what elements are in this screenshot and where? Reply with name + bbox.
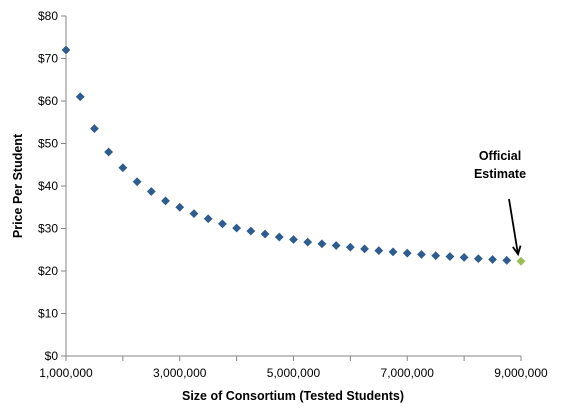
y-tick-label: $30 bbox=[38, 222, 58, 236]
data-point bbox=[274, 232, 285, 242]
data-point bbox=[445, 251, 455, 262]
data-points bbox=[61, 45, 526, 267]
y-tick-label: $10 bbox=[38, 307, 58, 321]
data-point bbox=[61, 45, 71, 55]
data-point bbox=[388, 246, 398, 257]
data-point bbox=[288, 234, 299, 245]
y-axis: $0 $10 $20 $30 $40 $50 $60 $70 $80 bbox=[38, 9, 67, 363]
official-estimate-annotation: Official Estimate bbox=[474, 149, 526, 257]
data-point bbox=[89, 123, 100, 134]
data-point bbox=[203, 213, 214, 224]
data-point bbox=[317, 238, 327, 249]
data-point bbox=[160, 195, 171, 206]
y-tick-label: $20 bbox=[38, 264, 58, 278]
y-tick-label: $80 bbox=[38, 9, 58, 23]
x-tick-label: 5,000,000 bbox=[267, 366, 321, 380]
y-tick-label: $60 bbox=[38, 94, 58, 108]
data-point bbox=[487, 254, 498, 265]
x-tick-label: 3,000,000 bbox=[153, 366, 207, 380]
data-point bbox=[189, 208, 199, 219]
data-point bbox=[416, 249, 427, 260]
y-tick-label: $40 bbox=[38, 179, 58, 193]
data-point bbox=[473, 253, 484, 264]
data-point bbox=[302, 237, 313, 247]
x-axis: 1,000,000 3,000,000 5,000,000 7,000,000 9,00… bbox=[39, 355, 548, 380]
data-point bbox=[174, 202, 185, 213]
data-point bbox=[217, 218, 228, 229]
y-tick-label: $50 bbox=[38, 137, 58, 151]
data-point bbox=[402, 248, 413, 259]
data-point bbox=[245, 226, 256, 236]
data-point bbox=[430, 250, 441, 261]
data-point bbox=[146, 186, 157, 197]
data-point bbox=[132, 176, 142, 187]
data-point bbox=[345, 242, 356, 253]
data-point bbox=[75, 91, 86, 102]
data-point bbox=[117, 162, 128, 173]
y-tick-label: $0 bbox=[45, 349, 59, 363]
data-point bbox=[231, 223, 242, 233]
y-tick-label: $70 bbox=[38, 52, 58, 66]
x-axis-title: Size of Consortium (Tested Students) bbox=[182, 389, 404, 403]
data-point bbox=[359, 244, 370, 254]
data-point bbox=[373, 245, 384, 256]
annotation-text: Estimate bbox=[474, 167, 526, 181]
x-tick-label: 9,000,000 bbox=[494, 366, 548, 380]
annotation-arrow-head bbox=[512, 245, 522, 257]
data-point bbox=[501, 255, 512, 266]
data-point bbox=[260, 229, 270, 239]
data-point bbox=[331, 240, 342, 251]
data-point bbox=[103, 147, 114, 157]
y-axis-title: Price Per Student bbox=[11, 133, 25, 238]
annotation-arrow-shaft bbox=[508, 198, 519, 255]
data-point bbox=[459, 252, 470, 263]
x-tick-label: 1,000,000 bbox=[39, 366, 93, 380]
annotation-text: Official bbox=[479, 149, 521, 163]
x-tick-label: 7,000,000 bbox=[381, 366, 435, 380]
data-point bbox=[516, 256, 526, 267]
